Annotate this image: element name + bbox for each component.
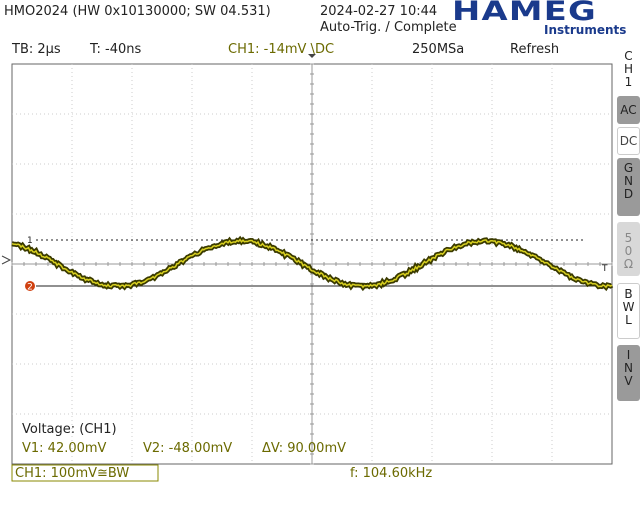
- measure-v2: V2: -48.00mV: [143, 441, 232, 456]
- measure-title: Voltage: (CH1): [22, 422, 117, 437]
- cursor-2-label: 2: [27, 283, 33, 293]
- frequency: f: 104.60kHz: [350, 466, 432, 481]
- trigger-pos-marker: [308, 54, 316, 58]
- cursor-1-label: 1: [27, 236, 33, 246]
- btn-50ohm[interactable]: 50Ω: [617, 222, 640, 276]
- scope-screen: HMO2024 (HW 0x10130000; SW 04.531) 2024-…: [0, 0, 640, 520]
- btn-inv-text: INV: [623, 349, 635, 388]
- channel-scale: CH1: 100mV≅BW: [15, 466, 129, 481]
- trigger-label: T: [601, 264, 608, 274]
- btn-50ohm-text: 50Ω: [622, 232, 636, 271]
- measure-delta: ΔV: 90.00mV: [262, 441, 346, 456]
- ground-marker: [2, 256, 10, 264]
- side-title-text: CH1: [623, 50, 635, 89]
- btn-dc[interactable]: DC: [617, 127, 640, 155]
- btn-ac[interactable]: AC: [617, 96, 640, 124]
- btn-gnd[interactable]: GND: [617, 158, 640, 216]
- measure-v1: V1: 42.00mV: [22, 441, 106, 456]
- side-title: CH1: [617, 46, 640, 92]
- btn-inv[interactable]: INV: [617, 345, 640, 401]
- btn-bwl-text: BWL: [623, 288, 635, 327]
- btn-gnd-text: GND: [623, 162, 635, 201]
- btn-bwl[interactable]: BWL: [617, 283, 640, 339]
